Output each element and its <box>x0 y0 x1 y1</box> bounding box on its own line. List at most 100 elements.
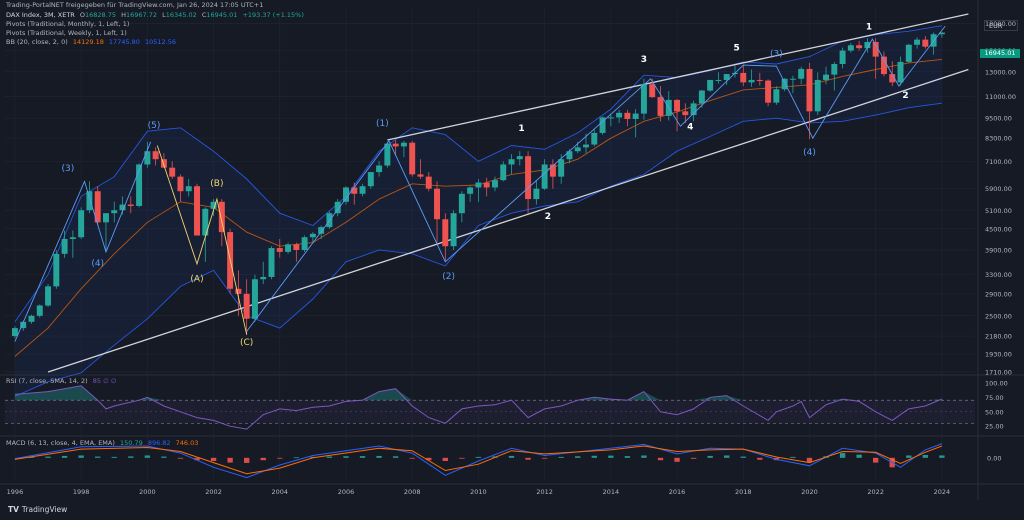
candle-body <box>616 112 623 118</box>
candle-body <box>657 97 664 116</box>
symbol-name[interactable]: DAX Index, 3M, XETR <box>6 11 75 19</box>
macd-histogram-bar <box>690 457 697 459</box>
close-value: 16945.01 <box>206 11 238 19</box>
tradingview-footer[interactable]: TV TradingView <box>8 505 67 514</box>
candle-body <box>756 79 763 81</box>
candle-body <box>839 50 846 64</box>
macd-histogram-bar <box>227 457 233 463</box>
macd-hist-value: 150.79 <box>119 439 143 447</box>
time-tick-label: 2024 <box>934 488 951 496</box>
candle-body <box>525 156 532 200</box>
macd-pane[interactable]: 0.00 <box>14 443 1002 479</box>
candle-body <box>251 279 258 319</box>
wave-label: 5 <box>734 44 740 54</box>
price-axis[interactable]: 1710.00 1930.00 2180.00 2500.00 2900.00 3300.… <box>985 20 1016 376</box>
bb-legend[interactable]: BB (20, close, 2, 0) 14129.18 17745.80 1… <box>6 38 179 47</box>
macd-histogram-bar <box>61 455 68 458</box>
price-tick-label: 5100.00 <box>985 207 1012 215</box>
candle <box>599 116 606 135</box>
candle-body <box>86 191 93 211</box>
macd-histogram-bar <box>28 457 35 458</box>
macd-legend[interactable]: MACD (6, 13, close, 4, EMA, EMA) 150.79 … <box>6 439 201 448</box>
high-value: 16967.72 <box>126 11 158 19</box>
macd-histogram-bar <box>426 457 432 461</box>
macd-histogram-bar <box>343 456 349 458</box>
macd-value: 896.82 <box>147 439 171 447</box>
price-tick-label: 2180.00 <box>985 333 1012 341</box>
price-tick-label: 1710.00 <box>985 369 1012 377</box>
macd-histogram-bar <box>657 457 664 461</box>
price-candles[interactable] <box>11 32 945 339</box>
candle-body <box>500 164 507 181</box>
bb-lower-value: 10512.56 <box>145 38 177 46</box>
candle <box>583 133 589 154</box>
candle-body <box>194 186 200 236</box>
open-value: 16828.75 <box>85 11 117 19</box>
weekly-pivots-legend[interactable]: Pivots (Traditional, Weekly, 1, Left, 1) <box>6 29 127 37</box>
macd-histogram-bar <box>939 455 945 458</box>
candle <box>185 178 192 197</box>
candle-body <box>119 204 126 211</box>
candle-body <box>856 45 863 49</box>
candle <box>640 78 647 120</box>
wave-label: 2 <box>545 212 551 222</box>
candle-body <box>185 186 192 192</box>
candle-body <box>318 227 325 234</box>
candle <box>707 79 714 92</box>
candle <box>45 283 52 308</box>
wave-label: 4 <box>687 123 693 133</box>
candle <box>814 72 821 116</box>
candle <box>475 178 482 202</box>
candle-body <box>127 204 134 206</box>
macd-histogram-bar <box>707 455 713 458</box>
time-tick-label: 2014 <box>603 488 620 496</box>
wave-label: (C) <box>240 338 253 348</box>
bb-basis-value: 14129.18 <box>72 38 104 46</box>
candle <box>69 230 76 258</box>
wave-label: 1 <box>866 22 872 32</box>
candle-body <box>434 188 441 220</box>
candle-body <box>45 286 52 306</box>
candle <box>723 74 730 85</box>
candle-body <box>748 79 755 83</box>
last-price-tag: 16945.01 <box>980 49 1020 58</box>
currency-selector[interactable]: EUR <box>984 20 1018 31</box>
monthly-pivots-legend[interactable]: Pivots (Traditional, Monthly, 1, Left, 1… <box>6 20 130 28</box>
candle-body <box>607 117 614 119</box>
rsi-pane[interactable]: 25.00 50.00 75.00 100.00 <box>5 379 1008 431</box>
macd-histogram-bar <box>326 456 333 458</box>
candle <box>467 186 474 202</box>
price-tick-label: 3900.00 <box>985 246 1012 254</box>
rsi-tick-label: 25.00 <box>985 423 1004 431</box>
candle-body <box>558 159 565 177</box>
candle-body <box>442 219 449 247</box>
wave-label: (1) <box>376 119 389 129</box>
time-tick-label: 2008 <box>404 488 421 496</box>
rsi-legend[interactable]: RSI (7, close, SMA, 14, 2) 85 ∅ ∅ <box>6 377 120 386</box>
candle-body <box>491 180 498 188</box>
change-value: +193.37 (+1.15%) <box>242 11 304 19</box>
candle-body <box>707 79 714 91</box>
macd-histogram-bar <box>740 456 746 458</box>
candle <box>922 36 929 49</box>
rsi-tick-label: 75.00 <box>985 394 1004 402</box>
candle-body <box>450 213 457 247</box>
candle-body <box>102 213 109 223</box>
candle <box>111 201 118 223</box>
signal-value: 746.03 <box>175 439 199 447</box>
candle-body <box>111 210 118 214</box>
candle-body <box>516 156 523 160</box>
time-axis[interactable]: 1996 1998 2000 2002 2004 2006 2008 2010 2012 2014… <box>7 488 951 496</box>
macd-histogram-bar <box>95 456 101 458</box>
time-tick-label: 2004 <box>272 488 289 496</box>
candle <box>301 235 308 252</box>
candle-body <box>649 84 656 98</box>
symbol-legend[interactable]: DAX Index, 3M, XETR O16828.75 H16967.72 … <box>6 11 307 20</box>
signal-line <box>14 445 943 475</box>
candle-body <box>591 132 598 145</box>
candle-body <box>94 191 101 223</box>
candle <box>938 32 945 38</box>
candle-body <box>533 188 540 200</box>
macd-histogram-bar <box>790 456 796 458</box>
candle <box>442 213 449 262</box>
